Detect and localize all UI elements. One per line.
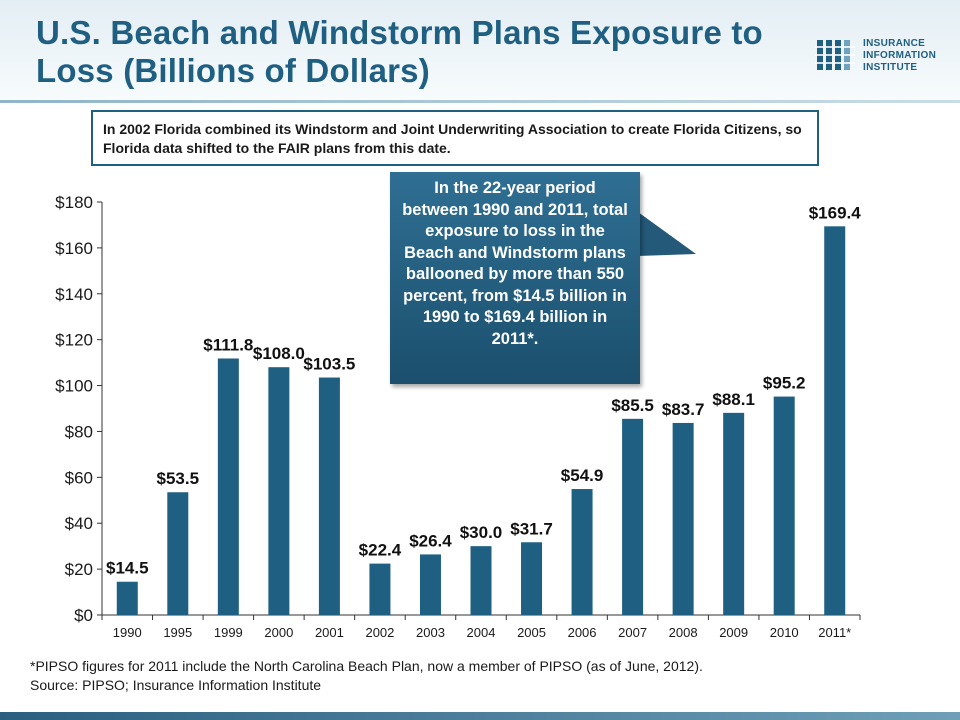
y-tick-label: $120 — [55, 331, 93, 350]
footnote-text: *PIPSO figures for 2011 include the Nort… — [30, 658, 703, 674]
y-tick-label: $20 — [65, 560, 93, 579]
bar-2004 — [470, 546, 492, 615]
bar-2007 — [622, 418, 644, 615]
data-label: $108.0 — [253, 344, 305, 363]
y-tick-label: $180 — [55, 193, 93, 212]
page-title: U.S. Beach and Windstorm Plans Exposure … — [36, 14, 763, 89]
bar-2011 — [824, 226, 846, 615]
x-tick-label: 2000 — [264, 625, 293, 640]
y-tick-label: $0 — [74, 606, 93, 625]
data-label: $26.4 — [409, 531, 452, 550]
source-text: Source: PIPSO; Insurance Information Ins… — [30, 677, 322, 693]
exposure-bar-chart: $0 $20 $40 $60 $80 $100 $120 $140 $160 $180 $14.5 1… — [55, 193, 862, 640]
data-label: $54.9 — [561, 466, 604, 485]
y-tick-label: $40 — [65, 514, 93, 533]
x-tick-label: 2004 — [467, 625, 496, 640]
data-label: $169.4 — [809, 203, 862, 222]
x-tick-label: 2006 — [568, 625, 597, 640]
x-tick-label: 2010 — [770, 625, 799, 640]
data-label: $103.5 — [303, 355, 355, 374]
bar-2003 — [419, 554, 441, 615]
x-tick-label: 2002 — [365, 625, 394, 640]
y-tick-label: $140 — [55, 285, 93, 304]
x-tick-label: 2007 — [618, 625, 647, 640]
data-label: $31.7 — [510, 519, 553, 538]
iii-logo: INSURANCE INFORMATION INSTITUTE — [815, 36, 960, 76]
bar-2006 — [571, 489, 593, 615]
x-tick-label: 1999 — [214, 625, 243, 640]
x-tick-label: 2003 — [416, 625, 445, 640]
x-tick-label: 2009 — [719, 625, 748, 640]
header-band — [0, 0, 960, 100]
bar-1999 — [217, 358, 239, 615]
x-tick-label: 1990 — [113, 625, 142, 640]
y-tick-label: $160 — [55, 239, 93, 258]
data-label: $14.5 — [106, 559, 149, 578]
y-tick-label: $100 — [55, 377, 93, 396]
bar-2009 — [723, 412, 745, 615]
bottom-band — [0, 712, 960, 720]
x-tick-label: 2001 — [315, 625, 344, 640]
florida-note-box: In 2002 Florida combined its Windstorm a… — [91, 110, 819, 166]
bar-1995 — [167, 492, 189, 615]
x-tick-label: 2011* — [818, 625, 851, 640]
data-label: $22.4 — [359, 541, 402, 560]
y-tick-label: $60 — [65, 468, 93, 487]
data-label: $95.2 — [763, 374, 806, 393]
iii-logo-icon — [815, 40, 855, 70]
logo-line: INSURANCE — [863, 38, 926, 49]
callout-pointer — [638, 212, 696, 256]
bar-2010 — [773, 396, 795, 615]
data-label: $85.5 — [611, 396, 654, 415]
header-divider — [0, 100, 960, 103]
logo-line: INFORMATION — [863, 50, 937, 61]
data-label: $83.7 — [662, 400, 705, 419]
x-tick-label: 2008 — [669, 625, 698, 640]
bar-2002 — [369, 563, 391, 615]
bar-2005 — [521, 542, 543, 615]
bar-1990 — [116, 581, 138, 615]
bar-2000 — [268, 367, 290, 615]
data-label: $30.0 — [460, 523, 503, 542]
y-tick-label: $80 — [65, 422, 93, 441]
x-tick-label: 2005 — [517, 625, 546, 640]
bar-2001 — [318, 377, 340, 615]
data-label: $88.1 — [712, 390, 755, 409]
x-tick-label: 1995 — [163, 625, 192, 640]
data-label: $53.5 — [157, 469, 200, 488]
data-label: $111.8 — [203, 335, 253, 354]
footnote: *PIPSO figures for 2011 include the Nort… — [30, 657, 940, 695]
growth-callout: In the 22-year period between 1990 and 2… — [390, 172, 640, 384]
bar-2008 — [672, 422, 694, 615]
logo-line: INSTITUTE — [863, 62, 918, 73]
logo-text: INSURANCE INFORMATION INSTITUTE — [863, 38, 936, 74]
